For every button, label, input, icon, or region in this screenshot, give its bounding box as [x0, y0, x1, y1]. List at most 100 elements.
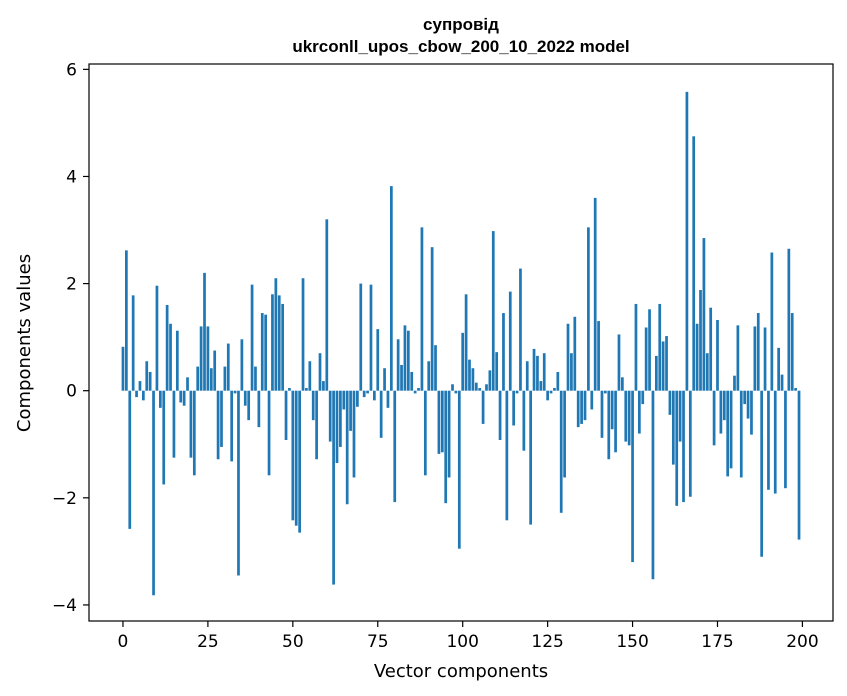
bar-component-167	[688, 390, 692, 497]
bar-component-14	[169, 323, 172, 391]
bar-component-133	[573, 316, 577, 391]
bar-component-186	[753, 326, 757, 391]
y-tick-label: −4	[52, 596, 77, 616]
bar-component-117	[519, 268, 522, 391]
bar-component-104	[474, 382, 478, 391]
bar-component-96	[447, 390, 451, 478]
bar-component-12	[162, 390, 166, 485]
bar-component-23	[199, 326, 203, 391]
bar-component-100	[461, 332, 465, 391]
bar-component-185	[750, 390, 753, 435]
bar-component-33	[233, 390, 237, 394]
y-tick-label: 2	[66, 275, 77, 295]
bar-component-8	[148, 371, 152, 391]
bar-component-57	[315, 390, 318, 460]
bar-component-30	[223, 366, 227, 391]
bar-component-134	[576, 390, 580, 428]
bar-component-6	[141, 390, 145, 401]
bar-component-173	[709, 307, 713, 391]
bar-component-179	[729, 390, 733, 469]
bar-component-140	[597, 321, 600, 391]
bar-component-42	[264, 314, 268, 391]
bar-component-2	[128, 390, 132, 529]
bar-component-127	[553, 388, 556, 391]
bar-component-72	[366, 390, 369, 394]
chart-subtitle: ukrconll_upos_cbow_200_10_2022 model	[292, 37, 629, 56]
bar-component-85	[410, 371, 414, 391]
bar-component-184	[746, 390, 750, 419]
bar-component-47	[281, 303, 285, 391]
bar-component-165	[682, 390, 685, 503]
bar-component-101	[464, 294, 468, 391]
bar-component-38	[250, 284, 254, 391]
bar-component-180	[733, 375, 736, 391]
bar-component-126	[549, 390, 553, 394]
bar-component-83	[403, 325, 407, 391]
bar-component-11	[158, 390, 162, 408]
bar-component-73	[369, 284, 373, 391]
bar-component-187	[756, 313, 760, 391]
bar-component-68	[352, 390, 356, 478]
bar-component-70	[359, 283, 363, 391]
plot-frame	[88, 63, 834, 622]
x-axis-ticks: 0 25 50 75 100 125 150 175 200	[118, 621, 819, 652]
bar-component-29	[220, 390, 223, 447]
bar-component-81	[396, 339, 400, 391]
bar-component-172	[705, 353, 709, 391]
bar-component-21	[192, 390, 196, 476]
bar-component-87	[417, 388, 420, 391]
bar-component-188	[760, 390, 764, 557]
bar-component-197	[790, 313, 794, 391]
bar-component-66	[345, 390, 349, 505]
bar-component-3	[131, 295, 135, 391]
bar-component-120	[529, 390, 533, 525]
bar-component-17	[179, 390, 183, 403]
bar-component-160	[665, 336, 668, 391]
bar-component-150	[631, 390, 634, 563]
bar-component-49	[288, 388, 291, 391]
y-axis-ticks: −4 −2 0 2 4 6	[52, 60, 89, 616]
bar-component-168	[692, 136, 696, 391]
bar-component-88	[420, 227, 424, 391]
bar-component-183	[743, 390, 747, 405]
y-tick-label: 4	[66, 167, 77, 187]
bar-component-166	[685, 91, 689, 391]
bar-component-69	[356, 390, 359, 407]
bar-component-174	[712, 390, 716, 446]
bar-component-141	[600, 390, 604, 438]
x-tick-label: 175	[701, 632, 733, 652]
x-tick-label: 50	[282, 632, 304, 652]
bar-component-107	[485, 384, 488, 391]
bar-component-151	[634, 303, 638, 391]
y-axis-label: Components values	[14, 254, 35, 432]
bar-component-9	[152, 390, 155, 596]
bar-component-62	[332, 390, 335, 585]
bar-component-195	[784, 390, 787, 489]
bar-component-95	[444, 390, 448, 504]
bar-component-77	[383, 368, 386, 391]
bar-component-51	[294, 390, 298, 526]
bar-component-60	[325, 219, 329, 391]
bar-component-79	[389, 186, 393, 391]
bar-component-199	[797, 390, 801, 540]
bar-component-175	[716, 320, 719, 391]
bar-component-161	[668, 390, 672, 415]
bar-component-156	[651, 390, 655, 580]
bar-component-25	[206, 326, 210, 391]
chart-title: супровід	[423, 15, 499, 34]
bar-component-191	[770, 252, 774, 391]
bar-component-75	[376, 329, 380, 391]
bar-component-114	[508, 291, 512, 391]
bar-component-115	[512, 390, 516, 426]
bar-component-129	[559, 390, 563, 513]
bar-component-63	[335, 390, 339, 464]
x-tick-label: 0	[118, 632, 129, 652]
bar-component-18	[182, 390, 186, 406]
bar-component-111	[498, 390, 502, 440]
bar-component-91	[430, 247, 434, 391]
bar-component-35	[240, 339, 244, 391]
bar-component-78	[386, 390, 390, 408]
bar-component-26	[209, 368, 213, 391]
bar-component-118	[522, 390, 526, 451]
bar-component-146	[617, 334, 621, 391]
